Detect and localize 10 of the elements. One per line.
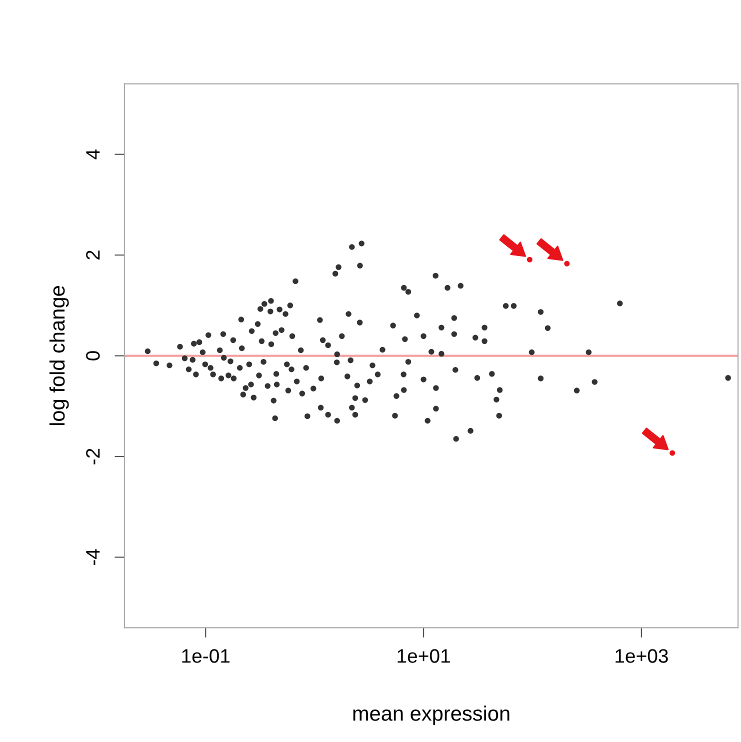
y-tick-label: -2 bbox=[86, 448, 100, 464]
x-tick-label: 1e+01 bbox=[398, 649, 450, 663]
y-tick-label: 4 bbox=[86, 150, 100, 160]
y-axis-title: log fold change bbox=[49, 286, 69, 426]
x-tick-label: 1e-01 bbox=[182, 649, 230, 663]
y-tick-label: -4 bbox=[86, 549, 100, 566]
x-tick-label: 1e+03 bbox=[616, 649, 668, 663]
x-axis-title: mean expression bbox=[353, 706, 510, 725]
y-tick-label: 2 bbox=[86, 250, 100, 260]
y-tick-label: 0 bbox=[86, 351, 100, 360]
